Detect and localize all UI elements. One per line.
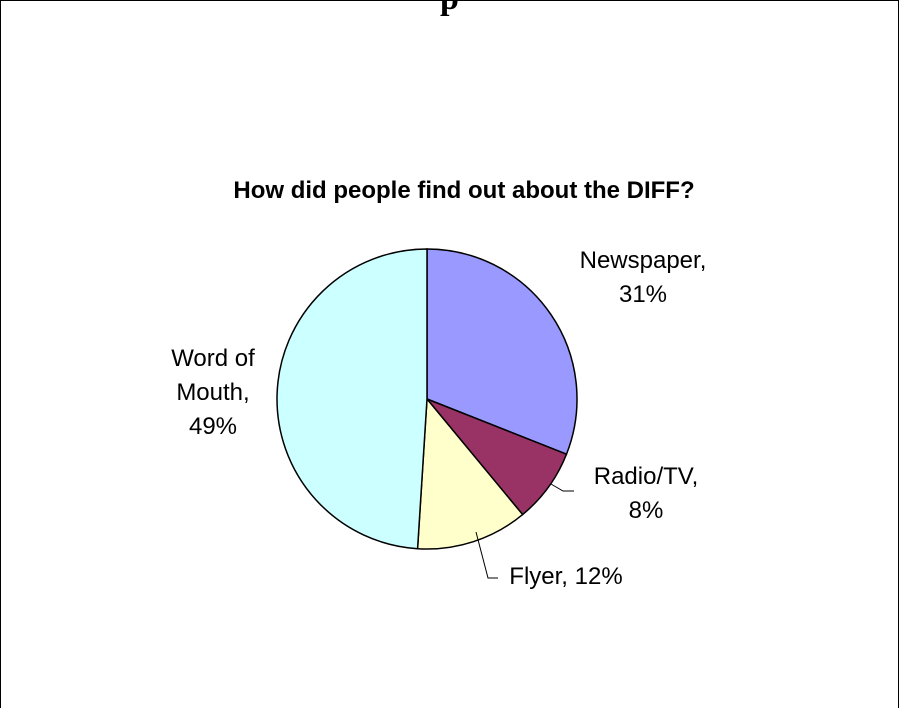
leader-line-flyer bbox=[475, 531, 498, 579]
slice-label-line: Flyer, 12% bbox=[509, 563, 622, 590]
slice-label-line: Newspaper, bbox=[580, 247, 707, 274]
pie-slices bbox=[276, 248, 578, 550]
pie-slice-word-of-mouth bbox=[276, 248, 428, 550]
slice-label-line: 31% bbox=[619, 281, 667, 308]
slice-label-newspaper: Newspaper, 31% bbox=[580, 247, 707, 308]
chart-title: How did people find out about the DIFF? bbox=[233, 177, 694, 204]
page-header: p bbox=[0, 0, 899, 18]
slice-label-line: Mouth, bbox=[176, 379, 249, 406]
pie-slice-flyer bbox=[416, 397, 524, 550]
leader-line-radio-tv bbox=[550, 483, 574, 492]
slice-label-word-of-mouth: Word of Mouth, 49% bbox=[171, 345, 255, 440]
slice-label-line: 49% bbox=[189, 413, 237, 440]
leader-lines bbox=[475, 483, 574, 579]
slice-label-line: Word of bbox=[171, 345, 255, 372]
slice-label-flyer: Flyer, 12% bbox=[509, 563, 622, 590]
slice-label-line: Radio/TV, bbox=[594, 463, 699, 490]
slice-label-line: 8% bbox=[629, 497, 664, 524]
slice-label-radio-tv: Radio/TV, 8% bbox=[594, 463, 699, 524]
slice-labels: Newspaper, 31% Radio/TV, 8% Flyer, 12% Word o… bbox=[171, 247, 706, 590]
pie-slice-newspaper bbox=[426, 248, 578, 456]
